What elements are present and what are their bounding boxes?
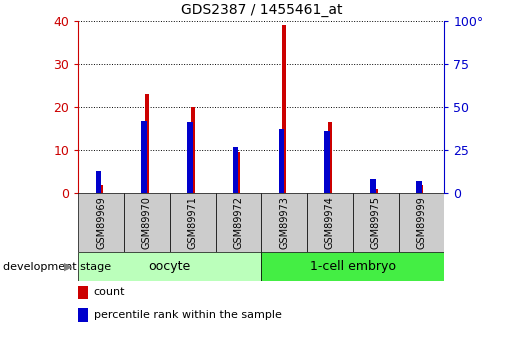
Bar xyxy=(191,107,194,193)
Bar xyxy=(216,193,262,252)
Bar xyxy=(187,122,193,193)
Text: GSM89999: GSM89999 xyxy=(417,196,427,249)
Bar xyxy=(78,193,124,252)
Text: GSM89975: GSM89975 xyxy=(371,196,381,249)
Bar xyxy=(398,193,444,252)
Bar xyxy=(282,25,286,193)
Bar xyxy=(233,147,238,193)
Bar xyxy=(370,179,376,193)
Text: ▶: ▶ xyxy=(64,262,72,272)
Text: oocyte: oocyte xyxy=(148,260,191,273)
Text: GSM89971: GSM89971 xyxy=(188,196,197,249)
Bar xyxy=(237,152,240,193)
Title: GDS2387 / 1455461_at: GDS2387 / 1455461_at xyxy=(181,3,342,17)
Bar xyxy=(170,193,216,252)
Bar xyxy=(307,193,353,252)
Text: percentile rank within the sample: percentile rank within the sample xyxy=(93,310,281,320)
Text: GSM89972: GSM89972 xyxy=(233,196,243,249)
Bar xyxy=(420,185,423,193)
Text: GSM89973: GSM89973 xyxy=(279,196,289,249)
Text: GSM89974: GSM89974 xyxy=(325,196,335,249)
Bar xyxy=(262,252,444,281)
Bar xyxy=(141,121,147,193)
Bar xyxy=(78,308,88,322)
Text: count: count xyxy=(93,287,125,297)
Bar xyxy=(99,185,103,193)
Bar xyxy=(279,129,284,193)
Bar xyxy=(328,122,332,193)
Text: 1-cell embryo: 1-cell embryo xyxy=(310,260,396,273)
Text: GSM89969: GSM89969 xyxy=(96,196,106,249)
Bar xyxy=(416,181,422,193)
Text: GSM89970: GSM89970 xyxy=(142,196,152,249)
Bar xyxy=(325,131,330,193)
Bar xyxy=(353,193,398,252)
Bar xyxy=(78,252,262,281)
Bar xyxy=(262,193,307,252)
Bar xyxy=(374,189,378,193)
Bar xyxy=(78,286,88,299)
Text: development stage: development stage xyxy=(3,262,111,272)
Bar xyxy=(124,193,170,252)
Bar xyxy=(95,171,101,193)
Bar xyxy=(145,94,149,193)
